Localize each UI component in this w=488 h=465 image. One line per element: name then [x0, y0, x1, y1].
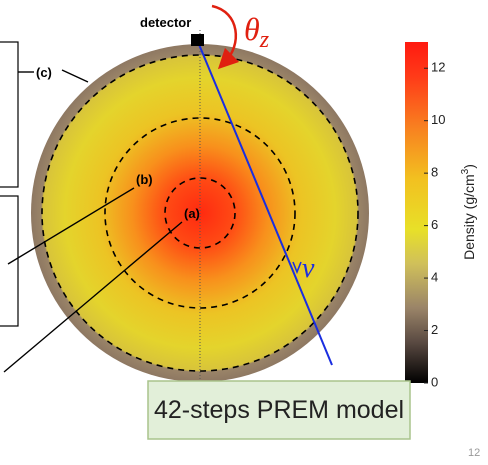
detector-box: [191, 34, 204, 46]
neutrino-label: ν: [302, 253, 315, 284]
angle-label: θz: [244, 11, 270, 53]
colorbar-tick-label: 0: [431, 374, 438, 389]
side-box: [0, 196, 18, 326]
colorbar-tick-label: 2: [431, 322, 438, 337]
colorbar-tick-label: 8: [431, 165, 438, 180]
region-label: (c): [36, 65, 52, 80]
colorbar-label: Density (g/cm3): [460, 164, 477, 260]
page-number: 12: [468, 447, 480, 459]
colorbar: [405, 42, 428, 383]
region-label: (b): [136, 172, 153, 187]
colorbar-tick-label: 4: [431, 270, 438, 285]
colorbar-tick-label: 6: [431, 217, 438, 232]
colorbar-tick-label: 10: [431, 112, 445, 127]
side-box: [0, 42, 18, 187]
caption: 42-steps PREM model: [154, 396, 404, 424]
slide: detector θz ν (c) (b) (a) 0 2 4 6 8 10 12 Dens…: [0, 0, 488, 465]
colorbar-tick-label: 12: [431, 60, 445, 75]
detector-label: detector: [140, 15, 191, 30]
leader: [62, 70, 88, 82]
region-label: (a): [184, 206, 200, 221]
